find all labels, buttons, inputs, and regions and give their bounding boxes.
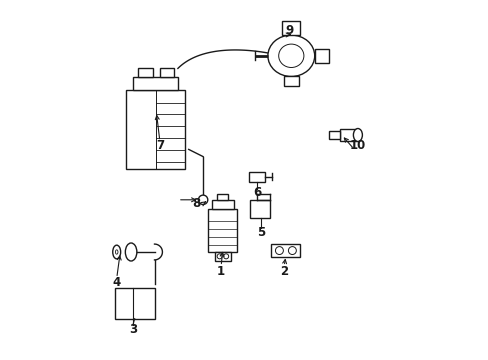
Ellipse shape [113, 245, 121, 259]
Bar [328, 131, 339, 139]
Bar [208, 209, 237, 252]
Ellipse shape [267, 35, 314, 77]
Ellipse shape [353, 129, 362, 141]
Bar [271, 244, 300, 257]
Circle shape [217, 254, 222, 259]
Text: 6: 6 [252, 186, 261, 199]
Text: 8: 8 [191, 197, 200, 210]
Bar [249, 200, 269, 218]
Bar [314, 49, 328, 63]
Circle shape [198, 195, 207, 204]
Bar [339, 129, 357, 141]
Text: 4: 4 [112, 276, 121, 289]
Ellipse shape [278, 44, 303, 68]
Bar [160, 68, 174, 77]
Circle shape [223, 254, 228, 259]
Circle shape [288, 247, 296, 255]
Text: 3: 3 [128, 323, 137, 336]
Circle shape [275, 247, 283, 255]
Text: 7: 7 [156, 139, 163, 152]
Ellipse shape [115, 250, 118, 254]
Bar [138, 68, 152, 77]
Bar [284, 76, 298, 86]
Text: 10: 10 [349, 139, 366, 152]
Bar [215, 252, 230, 261]
Ellipse shape [125, 243, 137, 261]
Bar [212, 200, 233, 209]
Bar [133, 77, 178, 90]
Bar [115, 288, 154, 319]
Bar [249, 172, 264, 182]
Bar [217, 194, 228, 200]
Text: 5: 5 [256, 226, 264, 239]
Bar [282, 21, 300, 35]
Text: 9: 9 [285, 24, 293, 37]
Text: 1: 1 [217, 265, 224, 278]
Bar [125, 90, 185, 169]
Text: 2: 2 [280, 265, 287, 278]
